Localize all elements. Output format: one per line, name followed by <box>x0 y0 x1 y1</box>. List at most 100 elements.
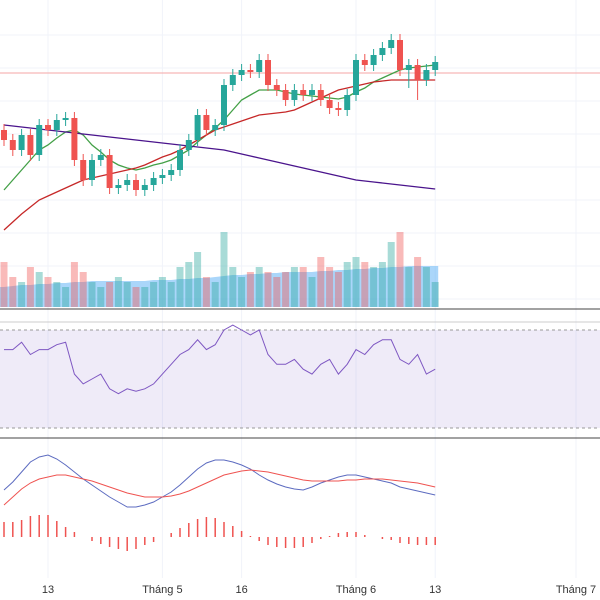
candle-body <box>1 130 7 140</box>
candle-body <box>185 140 192 150</box>
macd-histogram-bar <box>3 522 5 537</box>
x-tick-label: 13 <box>42 584 54 596</box>
candle-body <box>45 125 51 130</box>
volume-bar <box>431 282 439 307</box>
candle-body <box>379 48 386 55</box>
candle-body <box>291 90 298 100</box>
candle-body <box>71 118 78 160</box>
macd-histogram-bar <box>152 537 155 542</box>
macd-histogram-bar <box>38 515 40 537</box>
x-tick-label: Tháng 6 <box>336 584 376 596</box>
macd-histogram-bar <box>408 537 410 544</box>
volume-bar <box>185 262 193 307</box>
macd-histogram-bar <box>196 519 199 537</box>
macd-histogram-bar <box>232 526 234 537</box>
candle-body <box>423 70 430 80</box>
volume-bar <box>97 287 105 307</box>
volume-bar <box>370 267 378 307</box>
candle-body <box>256 60 263 72</box>
candle-body <box>53 120 60 130</box>
candle-body <box>388 40 395 48</box>
volume-bar <box>106 282 114 307</box>
candle-body <box>273 85 280 90</box>
volume-bar <box>361 262 369 307</box>
macd-histogram-bar <box>12 522 14 537</box>
macd-histogram-bar <box>355 532 357 537</box>
macd-histogram-bar <box>337 533 340 537</box>
macd-histogram-bar <box>328 536 331 537</box>
candle-body <box>62 118 69 120</box>
candle-body <box>150 178 157 185</box>
macd-histogram-bar <box>126 537 128 551</box>
volume-bar <box>334 272 342 307</box>
candle-body <box>36 125 43 155</box>
macd-histogram-bar <box>302 537 304 547</box>
candle-body <box>168 170 175 175</box>
volume-bar <box>211 282 219 307</box>
volume-bar <box>150 282 158 307</box>
candle-body <box>353 60 359 95</box>
volume-bar <box>343 262 351 307</box>
volume-bar <box>387 242 395 307</box>
candle-body <box>80 160 87 180</box>
volume-bar <box>282 272 290 307</box>
volume-bar <box>176 267 184 307</box>
macd-histogram-bar <box>64 527 67 537</box>
macd-histogram-bar <box>214 518 216 537</box>
volume-bar <box>44 277 52 307</box>
volume-bar <box>114 277 122 307</box>
candle-body <box>397 40 403 70</box>
candle-body <box>141 185 148 190</box>
candle-body <box>265 60 271 85</box>
volume-bar <box>308 277 316 307</box>
macd-histogram-bar <box>91 537 93 541</box>
candle-body <box>344 95 351 110</box>
macd-histogram-bar <box>390 537 392 540</box>
candle-body <box>317 90 324 100</box>
volume-bar <box>422 267 430 307</box>
macd-histogram-bar <box>223 522 225 537</box>
candle-body <box>212 125 219 130</box>
macd-histogram-bar <box>135 537 137 549</box>
volume-bar <box>62 287 70 307</box>
candle-body <box>247 70 254 72</box>
macd-line <box>3 454 436 508</box>
volume-bar <box>194 252 202 307</box>
volume-bar <box>405 267 413 307</box>
candle-body <box>405 65 412 70</box>
volume-bar <box>26 267 34 307</box>
candle-body <box>106 155 113 188</box>
macd-histogram-bar <box>73 532 76 537</box>
volume-bar <box>326 267 334 307</box>
macd-histogram-bar <box>56 521 58 537</box>
candle-body <box>221 85 227 125</box>
candle-body <box>177 150 183 170</box>
volume-bar <box>35 272 43 307</box>
macd-histogram-bar <box>108 537 111 547</box>
volume-bar <box>246 272 254 307</box>
volume-bar <box>202 277 210 307</box>
macd-histogram-bar <box>399 537 401 543</box>
macd-histogram-bar <box>284 537 287 548</box>
candle-body <box>89 160 95 180</box>
candle-body <box>203 115 210 130</box>
macd-histogram-bar <box>100 537 102 544</box>
rsi-band <box>0 330 600 428</box>
volume-bar <box>158 277 166 307</box>
macd-histogram-bar <box>258 537 260 541</box>
macd-histogram-bar <box>381 537 384 539</box>
candle-body <box>370 55 377 65</box>
candle-body <box>9 140 16 150</box>
volume-bar <box>229 267 237 307</box>
volume-bar <box>290 267 298 307</box>
volume-bar <box>238 277 246 307</box>
candle-body <box>309 90 315 95</box>
volume-bar <box>255 267 263 307</box>
candle-body <box>97 155 104 160</box>
candle-body <box>229 75 236 85</box>
volume-bar <box>317 257 325 307</box>
volume-bar <box>88 282 96 307</box>
macd-histogram-bar <box>311 537 313 543</box>
macd-histogram-bar <box>434 537 436 545</box>
